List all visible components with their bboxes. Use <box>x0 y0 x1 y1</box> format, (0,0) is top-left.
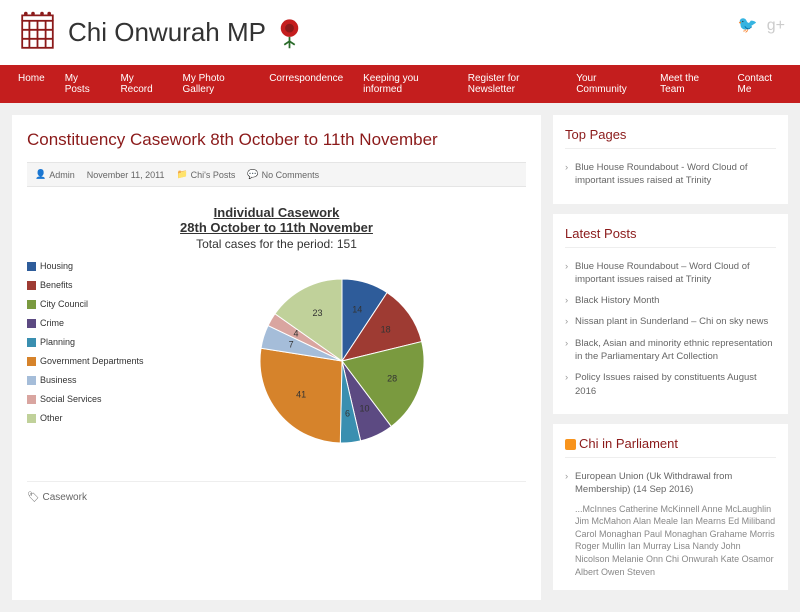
parliament-excerpt: ...McInnes Catherine McKinnell Anne McLa… <box>565 503 776 579</box>
pie-value-label: 6 <box>345 408 350 418</box>
legend-item: City Council <box>27 299 157 309</box>
nav-item[interactable]: Your Community <box>566 65 650 103</box>
legend-label: Government Departments <box>40 356 144 366</box>
meta-category[interactable]: 📁Chi's Posts <box>176 169 235 180</box>
chart-legend: Housing Benefits City Council Crime Planning… <box>27 261 157 461</box>
rss-icon[interactable] <box>565 439 576 450</box>
widget-title-latest-posts: Latest Posts <box>565 226 776 248</box>
legend-swatch <box>27 357 36 366</box>
nav-item[interactable]: Correspondence <box>259 65 353 103</box>
parliament-item[interactable]: European Union (Uk Withdrawal from Membe… <box>565 466 776 501</box>
pie-value-label: 7 <box>288 340 293 350</box>
widget-title-parliament: Chi in Parliament <box>565 436 776 458</box>
portcullis-logo-icon <box>15 10 60 55</box>
legend-label: Benefits <box>40 280 73 290</box>
nav-item[interactable]: Register for Newsletter <box>458 65 566 103</box>
nav-item[interactable]: Keeping you informed <box>353 65 458 103</box>
nav-item[interactable]: My Record <box>110 65 172 103</box>
legend-label: Planning <box>40 337 75 347</box>
chart-total: Total cases for the period: 151 <box>27 237 526 251</box>
article-tags: 🏷 Casework <box>27 481 526 503</box>
meta-date: November 11, 2011 <box>87 170 165 180</box>
legend-swatch <box>27 262 36 271</box>
legend-item: Social Services <box>27 394 157 404</box>
legend-swatch <box>27 338 36 347</box>
pie-svg: 141828106417423 <box>242 261 442 461</box>
legend-swatch <box>27 300 36 309</box>
legend-swatch <box>27 281 36 290</box>
legend-item: Business <box>27 375 157 385</box>
legend-label: Other <box>40 413 63 423</box>
meta-comments[interactable]: 💬No Comments <box>247 169 319 180</box>
pie-value-label: 28 <box>387 373 397 383</box>
twitter-icon[interactable]: 🐦 <box>738 17 758 34</box>
tag-icon: 🏷 <box>27 492 40 503</box>
article-meta: 👤Admin November 11, 2011 📁Chi's Posts 💬N… <box>27 162 526 187</box>
nav-item[interactable]: My Photo Gallery <box>173 65 260 103</box>
list-item[interactable]: Nissan plant in Sunderland – Chi on sky … <box>565 311 776 332</box>
legend-swatch <box>27 319 36 328</box>
list-item[interactable]: Black, Asian and minority ethnic represe… <box>565 333 776 368</box>
nav-item[interactable]: Home <box>8 65 55 103</box>
pie-value-label: 18 <box>380 325 390 335</box>
legend-label: Business <box>40 375 77 385</box>
main-navbar: HomeMy PostsMy RecordMy Photo GalleryCor… <box>0 65 800 103</box>
pie-value-label: 14 <box>352 304 362 314</box>
legend-swatch <box>27 395 36 404</box>
legend-swatch <box>27 376 36 385</box>
article-title: Constituency Casework 8th October to 11t… <box>27 130 526 150</box>
legend-item: Planning <box>27 337 157 347</box>
legend-label: Crime <box>40 318 64 328</box>
main-article: Constituency Casework 8th October to 11t… <box>12 115 541 600</box>
site-header: Chi Onwurah MP 🐦 g+ <box>0 0 800 65</box>
widget-title-top-pages: Top Pages <box>565 127 776 149</box>
nav-item[interactable]: Meet the Team <box>650 65 727 103</box>
legend-label: Housing <box>40 261 73 271</box>
widget-parliament: Chi in Parliament European Union (Uk Wit… <box>553 424 788 590</box>
chart-body: Housing Benefits City Council Crime Planning… <box>27 261 526 461</box>
latest-posts-list: Blue House Roundabout – Word Cloud of im… <box>565 256 776 402</box>
pie-value-label: 41 <box>296 390 306 400</box>
rose-icon <box>272 15 307 50</box>
chart-subtitle: 28th October to 11th November <box>27 220 526 235</box>
legend-item: Housing <box>27 261 157 271</box>
legend-label: City Council <box>40 299 88 309</box>
content-area: Constituency Casework 8th October to 11t… <box>0 103 800 612</box>
meta-author: 👤Admin <box>35 169 75 180</box>
pie-value-label: 23 <box>312 308 322 318</box>
page-container: Chi Onwurah MP 🐦 g+ HomeMy PostsMy Recor… <box>0 0 800 612</box>
nav-item[interactable]: My Posts <box>55 65 111 103</box>
sidebar: Top Pages Blue House Roundabout - Word C… <box>553 115 788 600</box>
tag-link[interactable]: Casework <box>42 492 86 503</box>
social-links: 🐦 g+ <box>732 15 785 35</box>
list-item[interactable]: Policy Issues raised by constituents Aug… <box>565 367 776 402</box>
legend-item: Benefits <box>27 280 157 290</box>
googleplus-icon[interactable]: g+ <box>767 17 785 34</box>
legend-item: Government Departments <box>27 356 157 366</box>
list-item[interactable]: Blue House Roundabout - Word Cloud of im… <box>565 157 776 192</box>
legend-item: Crime <box>27 318 157 328</box>
chart-title: Individual Casework <box>27 205 526 220</box>
widget-top-pages: Top Pages Blue House Roundabout - Word C… <box>553 115 788 204</box>
nav-item[interactable]: Contact Me <box>728 65 792 103</box>
casework-chart: Individual Casework 28th October to 11th… <box>27 205 526 461</box>
parliament-list: European Union (Uk Withdrawal from Membe… <box>565 466 776 501</box>
legend-label: Social Services <box>40 394 102 404</box>
legend-item: Other <box>27 413 157 423</box>
top-pages-list: Blue House Roundabout - Word Cloud of im… <box>565 157 776 192</box>
site-title: Chi Onwurah MP <box>68 17 266 48</box>
pie-container: 141828106417423 <box>157 261 526 461</box>
pie-value-label: 10 <box>359 404 369 414</box>
list-item[interactable]: Blue House Roundabout – Word Cloud of im… <box>565 256 776 291</box>
widget-latest-posts: Latest Posts Blue House Roundabout – Wor… <box>553 214 788 414</box>
list-item[interactable]: Black History Month <box>565 290 776 311</box>
legend-swatch <box>27 414 36 423</box>
